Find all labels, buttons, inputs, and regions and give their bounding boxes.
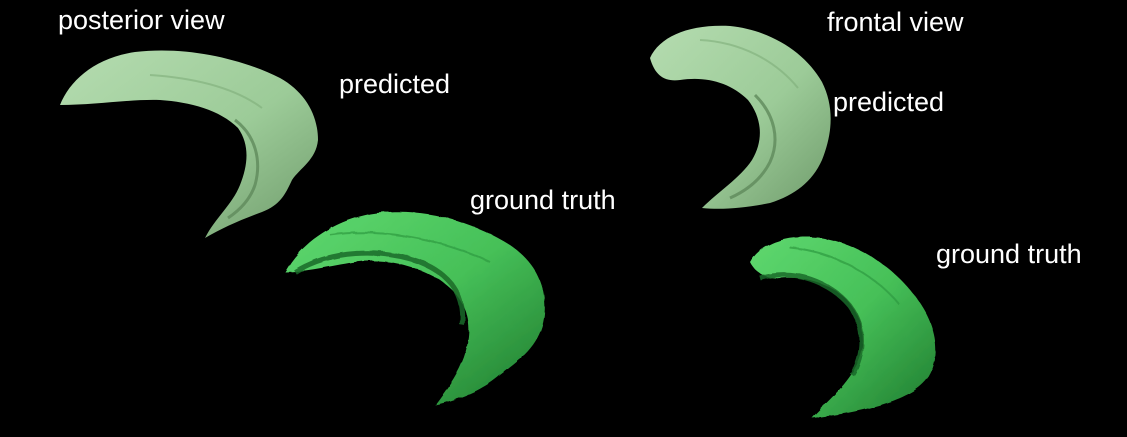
posterior-predicted-shape xyxy=(60,50,318,239)
posterior-view-title: posterior view xyxy=(58,5,225,35)
frontal-predicted-shape xyxy=(650,25,831,209)
frontal-view-title: frontal view xyxy=(827,7,964,37)
frontal-ground-truth-shape xyxy=(750,237,936,418)
frontal-predicted-label: predicted xyxy=(833,87,945,117)
posterior-ground-truth-shape xyxy=(285,211,545,405)
frontal-ground-truth-label: ground truth xyxy=(936,239,1082,269)
posterior-ground-truth-label: ground truth xyxy=(470,185,616,215)
posterior-predicted-label: predicted xyxy=(339,69,451,99)
